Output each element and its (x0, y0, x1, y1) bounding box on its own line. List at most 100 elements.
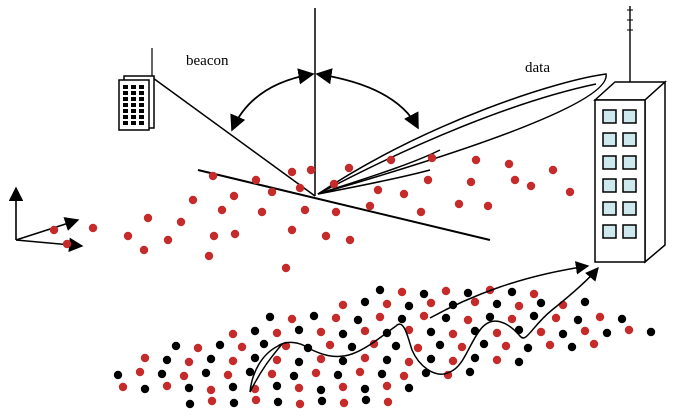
ground-dot-black (523, 343, 533, 353)
ground-dot-black (580, 297, 590, 307)
ground-dot-red (413, 343, 423, 353)
ground-dot-black (360, 297, 370, 307)
ground-dot-black (162, 355, 172, 365)
ground-dot-red (118, 382, 128, 392)
ground-dot-black (573, 315, 583, 325)
reflector-dot (287, 167, 297, 177)
ground-dot-red (135, 367, 145, 377)
reflector-dot (208, 171, 218, 181)
ground-dot-black (201, 368, 211, 378)
reflector-dot (504, 159, 514, 169)
ground-dot-red (419, 311, 429, 321)
beacon-tower-icon (118, 48, 155, 131)
beacon-ray (152, 77, 316, 197)
ground-dot-black (140, 384, 150, 394)
ground-dot-black (272, 381, 282, 391)
reflector-dot (526, 181, 536, 191)
ground-dot-black (463, 288, 473, 298)
multipath-route (249, 266, 599, 393)
beacon-window (131, 121, 136, 125)
beacon-window (131, 109, 136, 113)
ground-dot-black (397, 314, 407, 324)
beacon-window (139, 97, 144, 101)
ground-dot-red (457, 342, 467, 352)
reflector-dot (281, 263, 291, 273)
reflector-dot (365, 201, 375, 211)
ground-dot-black (377, 369, 387, 379)
ground-dot-red (325, 340, 335, 350)
ground-dot-red (223, 370, 233, 380)
building-window (622, 109, 637, 124)
ground-dot-red (595, 312, 605, 322)
ground-dot-black (113, 370, 123, 380)
reflector-dot (483, 201, 493, 211)
reflector-dot (329, 179, 339, 189)
reflector-dot (62, 239, 72, 249)
ground-dot-black (338, 329, 348, 339)
reflector-dot (188, 195, 198, 205)
reflector-dot (123, 231, 133, 241)
ground-dot-black (391, 341, 401, 351)
building-window (622, 155, 637, 170)
ground-dot-red (338, 300, 348, 310)
data-tower-building-icon (593, 6, 667, 264)
ground-dot-red (331, 313, 341, 323)
ground-dot-red (448, 356, 458, 366)
beacon-window (131, 97, 136, 101)
reflector-dot (163, 235, 173, 245)
ground-dot-red (441, 286, 451, 296)
reflector-dot (344, 163, 354, 173)
reflector-dot (176, 217, 186, 227)
ground-dot-red (426, 298, 436, 308)
ground-dot-black (215, 340, 225, 350)
ground-dot-black (294, 325, 304, 335)
ground-dot-red (383, 397, 393, 407)
ground-dot-black (185, 399, 195, 409)
ground-dot-red (316, 327, 326, 337)
ground-dot-red (338, 382, 348, 392)
beacon-window (139, 103, 144, 107)
ground-dot-black (465, 367, 475, 377)
ground-dot-red (140, 353, 150, 363)
ground-dot-black (171, 341, 181, 351)
ground-dot-black (361, 395, 371, 405)
ground-dot-black (250, 353, 260, 363)
ground-dot-red (272, 355, 282, 365)
reflector-dot-cloud (49, 153, 575, 273)
ground-dot-red (206, 385, 216, 395)
ground-dot-black (206, 354, 216, 364)
ground-dot-black (470, 353, 480, 363)
ground-dot-red (369, 339, 379, 349)
ground-dot-red (463, 315, 473, 325)
reflector-dot (295, 183, 305, 193)
ground-dot-red (507, 314, 517, 324)
reflector-dot (345, 235, 355, 245)
beacon-window (123, 121, 128, 125)
reflector-dot (454, 199, 464, 209)
ground-dot-black (441, 313, 451, 323)
beacon-window (123, 97, 128, 101)
reflector-dot (386, 155, 396, 165)
reflector-dot (306, 165, 316, 175)
ground-dot-black (289, 371, 299, 381)
ground-dot-red (295, 399, 305, 409)
ground-dot-red (382, 381, 392, 391)
building-window (602, 224, 617, 239)
ground-dot-red (228, 356, 238, 366)
ground-dot-black (404, 383, 414, 393)
reflector-dot (331, 207, 341, 217)
ground-dot-red (558, 300, 568, 310)
reflector-dot (257, 207, 267, 217)
building-window (602, 178, 617, 193)
data-angle-arc (315, 68, 419, 130)
reflector-dot (229, 191, 239, 201)
ground-dot-red (545, 340, 555, 350)
ground-dot-black (353, 315, 363, 325)
ground-dot-black (426, 354, 436, 364)
coordinate-axes (8, 186, 84, 252)
ground-dot-black (250, 326, 260, 336)
reflector-dot (548, 165, 558, 175)
ground-dot-black (492, 299, 502, 309)
reflector-dot (139, 245, 149, 255)
